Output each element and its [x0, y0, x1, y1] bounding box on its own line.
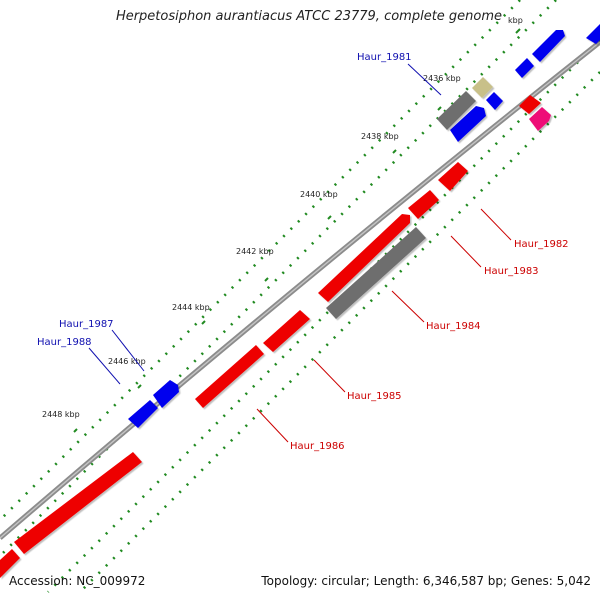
tick-track-inner-1: [47, 39, 600, 593]
gene-forward-1[interactable]: [586, 24, 600, 44]
gene-reverse-1[interactable]: [519, 95, 541, 114]
misc-feature[interactable]: [529, 107, 551, 131]
tick-label-2436: 2436 kbp: [423, 74, 461, 83]
reverse-label-leaders: [256, 208, 512, 443]
gene-haur-1987[interactable]: [153, 380, 179, 408]
label-haur-1985[interactable]: Haur_1985: [347, 391, 402, 402]
reverse-genes: [0, 95, 541, 578]
gene-forward-4[interactable]: [450, 106, 486, 142]
gene-forward-3[interactable]: [515, 58, 534, 78]
pseudo-gene-upper[interactable]: [437, 91, 476, 130]
tick-label-2446: 2446 kbp: [108, 357, 146, 366]
gene-haur-1982[interactable]: [408, 190, 439, 219]
forward-label-leaders: [88, 63, 442, 385]
label-haur-1982[interactable]: Haur_1982: [514, 239, 569, 250]
genome-summary-text: Topology: circular; Length: 6,346,587 bp…: [261, 574, 591, 588]
tick-label-2442: 2442 kbp: [236, 247, 274, 256]
tick-track-inner-2: [79, 71, 600, 593]
label-haur-1988[interactable]: Haur_1988: [37, 337, 92, 348]
label-haur-1981[interactable]: Haur_1981: [357, 52, 412, 63]
tick-label-2438: 2438 kbp: [361, 132, 399, 141]
gene-haur-1981[interactable]: [486, 92, 503, 110]
label-haur-1987[interactable]: Haur_1987: [59, 319, 114, 330]
tick-label-2448: 2448 kbp: [42, 410, 80, 419]
label-haur-1986[interactable]: Haur_1986: [290, 441, 345, 452]
gene-reverse-4[interactable]: [0, 549, 20, 578]
gene-forward-2[interactable]: [532, 30, 565, 62]
accession-text: Accession: NC_009972: [9, 574, 146, 588]
tick-label-2444: 2444 kbp: [172, 303, 210, 312]
tick-track-outer-2: [0, 0, 557, 557]
other-features: [326, 77, 551, 319]
rna-gene[interactable]: [472, 77, 493, 98]
tick-label-2440: 2440 kbp: [300, 190, 338, 199]
gene-haur-1984[interactable]: [326, 227, 426, 319]
genome-backbone: [0, 40, 600, 540]
label-haur-1983[interactable]: Haur_1983: [484, 266, 539, 277]
gene-reverse-3[interactable]: [14, 452, 142, 554]
tick-label-top: kbp: [508, 16, 523, 25]
gene-reverse-2[interactable]: [438, 162, 468, 191]
gene-haur-1983[interactable]: [318, 214, 410, 302]
gene-haur-1986[interactable]: [195, 345, 264, 408]
label-haur-1984[interactable]: Haur_1984: [426, 321, 481, 332]
major-tick-marks: [73, 28, 521, 433]
forward-genes: [128, 24, 600, 428]
gene-haur-1988[interactable]: [128, 400, 158, 428]
gene-haur-1985[interactable]: [263, 310, 310, 352]
